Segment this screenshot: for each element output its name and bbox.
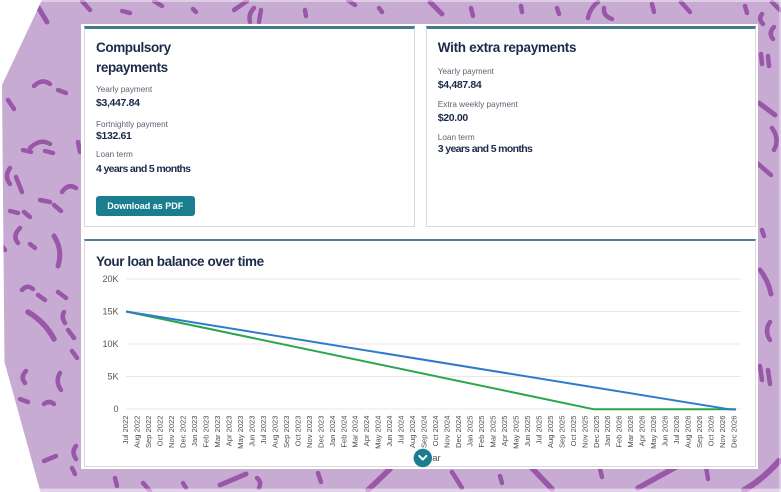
svg-text:Sep 2023: Sep 2023 <box>282 416 291 449</box>
svg-text:Mar 2023: Mar 2023 <box>213 416 222 448</box>
svg-text:May 2024: May 2024 <box>374 416 383 449</box>
svg-text:Aug 2022: Aug 2022 <box>133 416 142 449</box>
svg-text:Aug 2025: Aug 2025 <box>546 416 555 449</box>
svg-text:Feb 2024: Feb 2024 <box>339 416 348 448</box>
svg-text:Nov 2023: Nov 2023 <box>305 416 314 449</box>
svg-text:Apr 2023: Apr 2023 <box>225 416 234 447</box>
svg-text:0: 0 <box>113 404 118 414</box>
svg-text:Nov 2026: Nov 2026 <box>718 416 727 449</box>
svg-text:Sep 2022: Sep 2022 <box>144 416 153 449</box>
svg-text:Jun 2023: Jun 2023 <box>247 416 256 447</box>
svg-text:Oct 2024: Oct 2024 <box>431 416 440 447</box>
svg-text:Oct 2023: Oct 2023 <box>293 416 302 447</box>
svg-text:Feb 2026: Feb 2026 <box>615 416 624 448</box>
svg-text:10K: 10K <box>102 339 118 349</box>
svg-text:Sep 2024: Sep 2024 <box>420 416 429 449</box>
svg-text:Mar 2025: Mar 2025 <box>489 416 498 448</box>
svg-text:Oct 2026: Oct 2026 <box>707 416 716 447</box>
svg-text:Jul 2026: Jul 2026 <box>672 416 681 445</box>
svg-text:Apr 2026: Apr 2026 <box>638 416 647 447</box>
svg-text:Jun 2024: Jun 2024 <box>385 416 394 447</box>
svg-text:May 2023: May 2023 <box>236 416 245 449</box>
svg-text:May 2025: May 2025 <box>511 416 520 449</box>
svg-text:Aug 2023: Aug 2023 <box>270 416 279 449</box>
svg-text:May 2026: May 2026 <box>649 416 658 449</box>
svg-text:Nov 2022: Nov 2022 <box>167 416 176 449</box>
svg-text:Jul 2025: Jul 2025 <box>534 416 543 445</box>
svg-text:Oct 2022: Oct 2022 <box>156 416 165 447</box>
svg-text:Jan 2024: Jan 2024 <box>328 416 337 447</box>
svg-text:20K: 20K <box>102 274 118 284</box>
svg-text:Jul 2023: Jul 2023 <box>259 416 268 445</box>
svg-text:Jun 2026: Jun 2026 <box>661 416 670 447</box>
svg-text:Aug 2024: Aug 2024 <box>408 416 417 449</box>
svg-text:Jan 2026: Jan 2026 <box>603 416 612 447</box>
svg-text:Dec 2026: Dec 2026 <box>730 416 739 449</box>
svg-text:Jan 2023: Jan 2023 <box>190 416 199 447</box>
svg-text:Jan 2025: Jan 2025 <box>466 416 475 447</box>
svg-text:Apr 2024: Apr 2024 <box>362 416 371 447</box>
svg-text:Sep 2026: Sep 2026 <box>695 416 704 449</box>
svg-text:Sep 2025: Sep 2025 <box>557 416 566 449</box>
svg-text:5K: 5K <box>107 372 118 382</box>
svg-text:Jun 2025: Jun 2025 <box>523 416 532 447</box>
svg-text:Jul 2022: Jul 2022 <box>121 416 130 445</box>
svg-text:Feb 2023: Feb 2023 <box>202 416 211 448</box>
svg-text:Nov 2024: Nov 2024 <box>443 416 452 449</box>
svg-text:Aug 2026: Aug 2026 <box>684 416 693 449</box>
svg-text:Dec 2022: Dec 2022 <box>179 416 188 449</box>
svg-text:Feb 2025: Feb 2025 <box>477 416 486 448</box>
svg-text:Jul 2024: Jul 2024 <box>397 416 406 445</box>
svg-text:Dec 2025: Dec 2025 <box>592 416 601 449</box>
svg-text:Mar 2024: Mar 2024 <box>351 416 360 448</box>
svg-text:Apr 2025: Apr 2025 <box>500 416 509 447</box>
svg-text:Nov 2025: Nov 2025 <box>580 416 589 449</box>
svg-text:Dec 2024: Dec 2024 <box>454 416 463 449</box>
svg-text:Oct 2025: Oct 2025 <box>569 416 578 447</box>
svg-text:Dec 2023: Dec 2023 <box>316 416 325 449</box>
svg-text:15K: 15K <box>102 307 118 317</box>
svg-text:Mar 2026: Mar 2026 <box>626 416 635 448</box>
